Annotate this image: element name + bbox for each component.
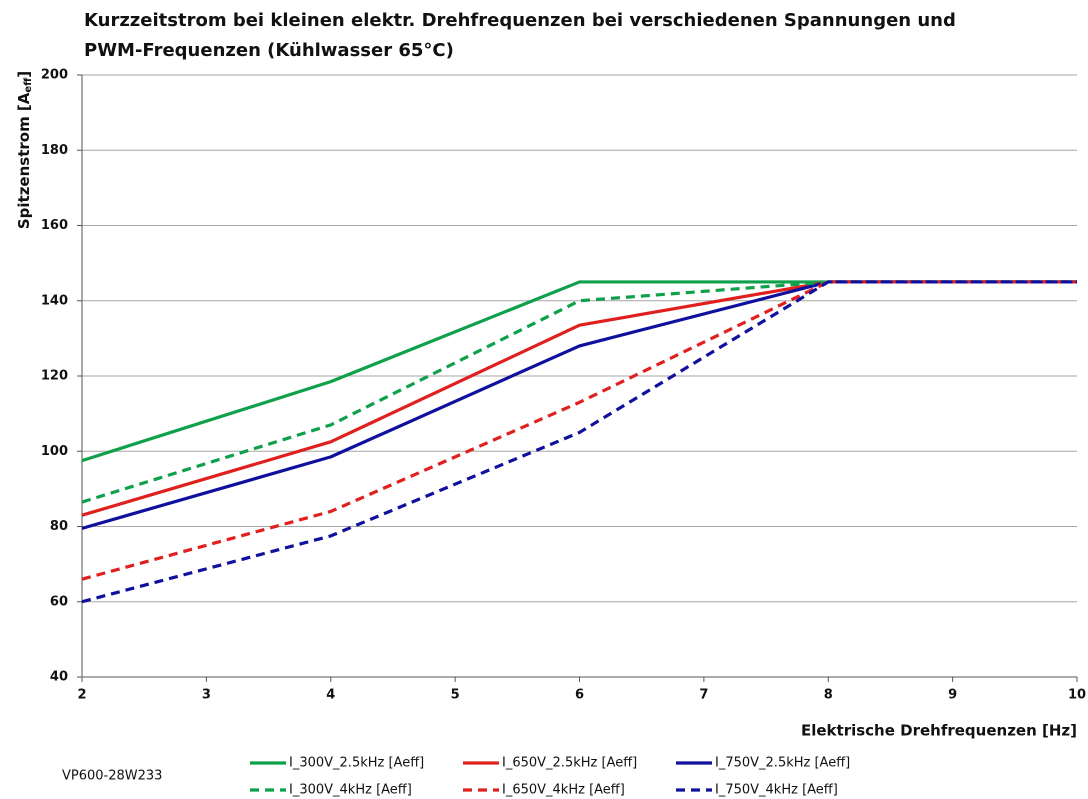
x-tick-label: 9: [948, 688, 957, 703]
series-line: [81, 280, 1077, 517]
y-tick-label: 140: [41, 293, 68, 308]
y-tick-label: 60: [50, 594, 68, 609]
series-line: [81, 280, 1077, 604]
x-tick-label: 6: [575, 688, 584, 703]
series-line: [81, 280, 1077, 530]
y-label-end: ]: [15, 71, 33, 78]
x-tick-label: 10: [1068, 688, 1086, 703]
y-tick-label: 160: [41, 218, 68, 233]
y-tick-label: 80: [50, 519, 68, 534]
y-tick-label: 120: [41, 369, 68, 384]
y-label-sub: eff: [23, 77, 34, 93]
y-axis-label: Spitzenstrom [Aeff]: [15, 71, 35, 229]
x-tick-label: 2: [77, 688, 86, 703]
legend-label: I_650V_4kHz [Aeff]: [502, 783, 625, 798]
x-tick-label: 8: [824, 688, 833, 703]
legend-label: I_300V_4kHz [Aeff]: [289, 783, 412, 798]
footnote: VP600-28W233: [62, 769, 162, 784]
chart-title: Kurzzeitstrom bei kleinen elektr. Drehfr…: [84, 10, 956, 61]
legend-label: I_750V_2.5kHz [Aeff]: [715, 756, 850, 771]
x-tick-label: 5: [451, 688, 460, 703]
x-tick-label: 4: [326, 688, 335, 703]
y-tick-label: 100: [41, 444, 68, 459]
x-axis-label: Elektrische Drehfrequenzen [Hz]: [801, 722, 1077, 740]
y-tick-label: 40: [50, 670, 68, 685]
legend-label: I_650V_2.5kHz [Aeff]: [502, 756, 637, 771]
legend-label: I_750V_4kHz [Aeff]: [715, 783, 838, 798]
y-label-text: Spitzenstrom [A: [15, 92, 33, 229]
y-tick-label: 180: [41, 143, 68, 158]
x-tick-label: 7: [699, 688, 708, 703]
series-line: [81, 280, 1077, 504]
legend-label: I_300V_2.5kHz [Aeff]: [289, 756, 424, 771]
x-tick-label: 3: [202, 688, 211, 703]
y-tick-label: 200: [41, 68, 68, 83]
